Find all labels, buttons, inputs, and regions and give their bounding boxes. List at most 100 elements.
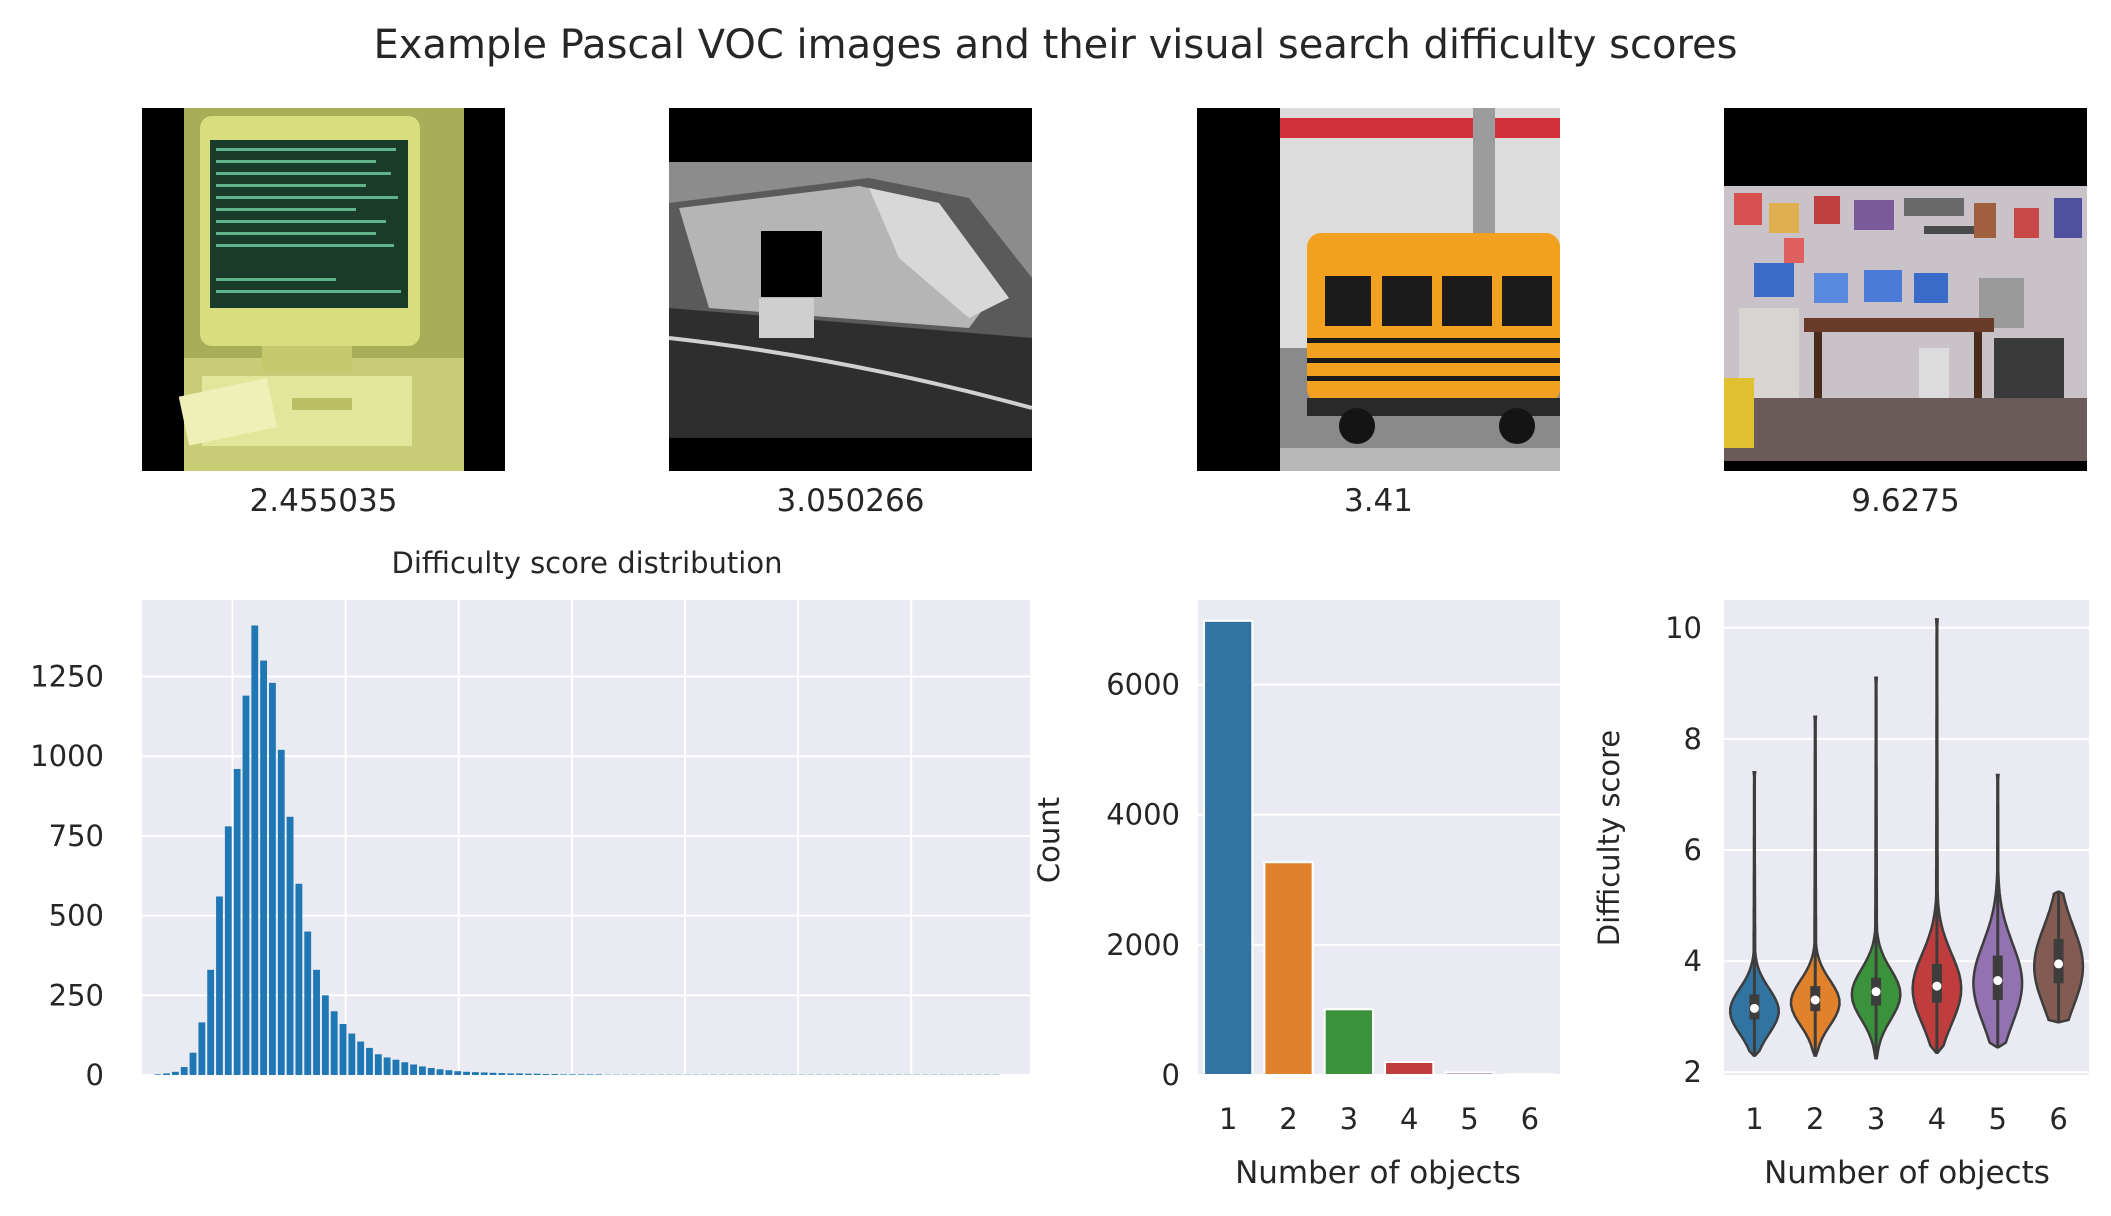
- histogram-bar: [542, 1074, 550, 1075]
- histogram-bar: [401, 1062, 409, 1075]
- count-chart-xtick-label: 5: [1460, 1102, 1478, 1136]
- computer-room-photo: [1724, 108, 2087, 471]
- violin-median-dot: [1810, 995, 1820, 1005]
- histogram-bar: [207, 969, 215, 1075]
- histogram-bar: [427, 1067, 435, 1075]
- histogram-bar: [277, 749, 285, 1075]
- violin-chart-xtick-label: 2: [1806, 1102, 1824, 1136]
- histogram-bar: [251, 625, 259, 1075]
- violin-chart-xtick-label: 6: [2049, 1102, 2067, 1136]
- violin-chart-xtick-label: 5: [1989, 1102, 2007, 1136]
- violin-chart-ytick-label: 4: [1684, 944, 1702, 978]
- computer-monitor-photo: [142, 108, 505, 471]
- histogram-bar: [330, 1011, 338, 1075]
- thumbnail-school-bus: [1197, 108, 1560, 471]
- count-chart-xtick-label: 1: [1219, 1102, 1237, 1136]
- histogram-bar: [348, 1033, 356, 1075]
- histogram-ytick-label: 1000: [30, 739, 104, 773]
- count-chart-xtick-label: 6: [1521, 1102, 1539, 1136]
- violin-chart-ytick-label: 10: [1665, 611, 1702, 645]
- count-bar: [1323, 1008, 1374, 1076]
- histogram-bar: [304, 931, 312, 1075]
- count-chart-ytick-label: 4000: [1106, 798, 1180, 832]
- histogram-bar: [516, 1073, 523, 1075]
- violin-chart: Difficulty score Number of objects 2 4 6 8 1…: [1592, 600, 2089, 1191]
- count-bar-plot-area: 0 2000 4000 6000 1 2 3 4 5 6: [1106, 600, 1560, 1136]
- histogram-ytick-label: 750: [49, 819, 104, 853]
- count-chart-ytick-label: 0: [1162, 1058, 1180, 1092]
- histogram-plot-area: 3 4 5 6 7 8 9 0 250 500 750 1000 1250: [30, 600, 1030, 1105]
- violin-chart-xlabel: Number of objects: [1764, 1155, 2050, 1191]
- histogram-bar: [321, 995, 329, 1075]
- count-chart-ytick-label: 2000: [1106, 928, 1180, 962]
- histogram-bar: [498, 1073, 506, 1075]
- violin-median-dot: [1871, 987, 1881, 997]
- violin-chart-ytick-label: 8: [1684, 722, 1702, 756]
- histogram-ytick-label: 1250: [30, 660, 104, 694]
- violin-chart-ylabel: Difficulty score: [1592, 730, 1626, 946]
- count-bar: [1203, 619, 1254, 1076]
- histogram-bar: [445, 1070, 453, 1075]
- histogram-bar: [189, 1052, 197, 1075]
- violin-median-dot: [1932, 981, 1942, 991]
- histogram-ytick-label: 0: [86, 1058, 104, 1092]
- histogram-chart: Difficulty score distribution 3 4 5 6 7 8 9 0 25…: [30, 546, 1030, 1105]
- histogram-xtick-label: 3: [223, 1102, 241, 1105]
- count-chart-xtick-label: 4: [1400, 1102, 1418, 1136]
- histogram-bar: [198, 1022, 206, 1075]
- thumbnail-computer-monitor: [142, 108, 505, 471]
- histogram-bar: [313, 969, 320, 1075]
- count-chart-ylabel: Count: [1032, 797, 1066, 883]
- histogram-bar: [286, 816, 294, 1075]
- histogram-xtick-label: 6: [563, 1102, 581, 1105]
- violin-chart-xtick-label: 4: [1928, 1102, 1946, 1136]
- violin-median-dot: [2054, 959, 2064, 969]
- histogram-bar: [180, 1067, 188, 1075]
- histogram-bar: [586, 1074, 594, 1075]
- histogram-bar: [374, 1054, 382, 1075]
- histogram-bar: [595, 1074, 603, 1075]
- histogram-ytick-label: 250: [49, 978, 104, 1012]
- histogram-bar: [171, 1071, 179, 1075]
- histogram-bar: [392, 1059, 400, 1075]
- score-label-2: 3.050266: [776, 483, 925, 519]
- histogram-bar: [154, 1074, 162, 1075]
- count-chart-xtick-label: 3: [1340, 1102, 1358, 1136]
- histogram-xtick-label: 8: [789, 1102, 807, 1105]
- count-chart-xlabel: Number of objects: [1235, 1155, 1521, 1191]
- histogram-bar: [224, 826, 232, 1075]
- count-bar-chart: Count Number of objects 0 2000 4000 6000 1 2 3…: [1032, 600, 1560, 1191]
- car-interior-photo: [669, 108, 1032, 471]
- count-bar: [1504, 1073, 1555, 1076]
- histogram-bar: [216, 896, 223, 1075]
- histogram-bar: [163, 1073, 170, 1075]
- histogram-bar: [524, 1073, 532, 1075]
- violin-chart-ytick-label: 6: [1684, 833, 1702, 867]
- histogram-xtick-label: 4: [336, 1102, 354, 1105]
- thumbnail-car: [669, 108, 1032, 471]
- thumbnail-computer-room: [1724, 108, 2087, 471]
- histogram-bar: [454, 1071, 462, 1075]
- count-bar: [1263, 861, 1314, 1076]
- histogram-bar: [339, 1023, 347, 1075]
- violin-chart-background: [1724, 600, 2089, 1075]
- score-label-4: 9.6275: [1851, 483, 1960, 519]
- figure-title: Example Pascal VOC images and their visu…: [373, 22, 1738, 68]
- violin-median-dot: [1749, 1003, 1759, 1013]
- histogram-title: Difficulty score distribution: [392, 546, 783, 580]
- histogram-bar: [383, 1057, 391, 1075]
- histogram-xtick-label: 5: [450, 1102, 468, 1105]
- histogram-bar: [233, 768, 241, 1075]
- count-chart-background: [1198, 600, 1560, 1075]
- histogram-bar: [260, 660, 268, 1075]
- histogram-bar: [551, 1074, 559, 1075]
- histogram-bar: [569, 1074, 576, 1075]
- histogram-xtick-label: 7: [676, 1102, 694, 1105]
- score-label-3: 3.41: [1343, 483, 1414, 519]
- histogram-bar: [436, 1069, 444, 1075]
- histogram-bar: [366, 1047, 373, 1075]
- histogram-ytick-label: 500: [49, 899, 104, 933]
- histogram-bar: [419, 1066, 426, 1075]
- histogram-bar: [489, 1072, 497, 1075]
